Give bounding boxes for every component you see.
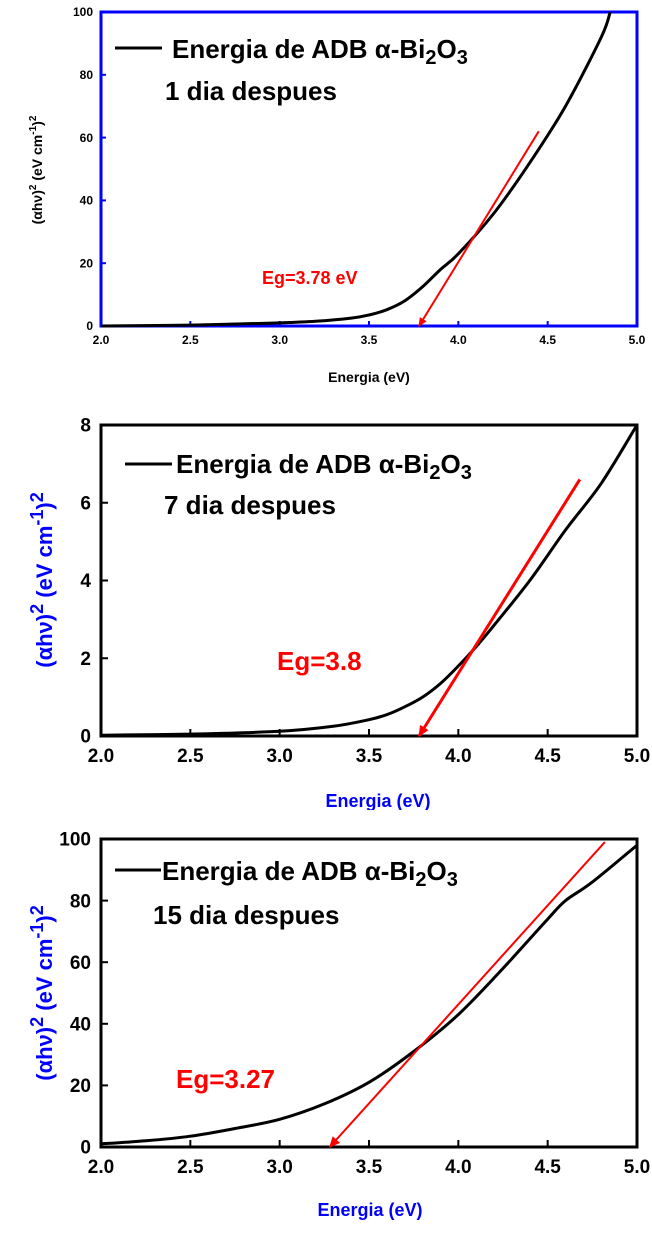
- chart-1-svg: 2.0 2.5 3.0 3.5 4.0 4.5 5.0 0 20 40 60 80 100 Energ…: [28, 5, 646, 385]
- x-tick-label: 2.0: [88, 1157, 114, 1178]
- eg-annotation: Eg=3.78 eV: [262, 268, 358, 288]
- y-axis-label: (αhν)2 (eV cm-1)2: [27, 492, 57, 668]
- series-curve: [100, 11, 612, 328]
- x-axis-label: Energia (eV): [317, 1200, 422, 1220]
- y-tick-label: 0: [86, 319, 93, 333]
- x-axis-label-unit: (eV): [397, 791, 431, 810]
- x-axis-label: Energia (eV): [328, 369, 410, 385]
- x-tick-label: 4.5: [539, 333, 556, 347]
- y-tick-label: 100: [59, 830, 91, 851]
- x-axis-label-main: Energia: [317, 1200, 384, 1220]
- x-tick-label: 5.0: [624, 1157, 650, 1178]
- y-tick-label: 0: [80, 1138, 91, 1159]
- y-tick-label: 100: [73, 5, 93, 19]
- subtitle: 15 dia despues: [153, 900, 339, 930]
- legend-label: Energia de ADB α-Bi2O3: [162, 856, 458, 891]
- y-tick-label: 60: [70, 953, 91, 974]
- x-tick-label: 2.0: [93, 333, 110, 347]
- x-tick-label: 3.0: [271, 333, 288, 347]
- legend-label: Energia de ADB α-Bi2O3: [176, 449, 472, 484]
- series-curve: [100, 844, 638, 1146]
- y-tick-label: 40: [70, 1014, 91, 1035]
- chart-1: 2.0 2.5 3.0 3.5 4.0 4.5 5.0 0 20 40 60 80 100 Energ…: [0, 0, 652, 400]
- x-tick-label: 4.0: [445, 1157, 471, 1178]
- y-tick-label: 4: [80, 571, 91, 592]
- x-tick-label: 2.0: [88, 746, 114, 767]
- fit-line: [328, 841, 606, 1148]
- x-tick-label: 3.5: [361, 333, 378, 347]
- y-tick-label: 80: [80, 68, 94, 82]
- x-tick-label: 4.5: [534, 1157, 561, 1178]
- subtitle: 1 dia despues: [165, 76, 337, 106]
- x-tick-label: 3.5: [356, 1157, 383, 1178]
- y-tick-label: 40: [80, 194, 94, 208]
- x-tick-label: 3.0: [266, 746, 292, 767]
- fit-line: [417, 478, 582, 737]
- x-tick-label: 2.5: [182, 333, 199, 347]
- x-tick-label: 2.5: [177, 1157, 204, 1178]
- y-tick-label: 0: [80, 727, 91, 748]
- chart-3: 2.0 2.5 3.0 3.5 4.0 4.5 5.0 0 20 40 60 80 100 Energ…: [0, 810, 652, 1234]
- x-tick-label: 4.0: [445, 746, 471, 767]
- y-axis-label: (αhν)2 (eV cm-1)2: [27, 905, 57, 1081]
- y-tick-label: 80: [70, 891, 91, 912]
- y-tick-label: 6: [80, 493, 91, 514]
- eg-annotation: Eg=3.8: [277, 646, 362, 676]
- x-tick-label: 2.5: [177, 746, 204, 767]
- y-tick-label: 20: [70, 1076, 91, 1097]
- y-axis-label: (αhν)2 (eV cm-1)2: [28, 115, 45, 224]
- fit-line: [418, 130, 540, 327]
- x-tick-label: 5.0: [624, 746, 650, 767]
- x-tick-label: 5.0: [629, 333, 646, 347]
- x-axis-label: Energia (eV): [325, 791, 430, 810]
- subtitle: 7 dia despues: [164, 490, 336, 520]
- chart-2: 2.0 2.5 3.0 3.5 4.0 4.5 5.0 0 2 4 6 8 Energia de A…: [0, 400, 652, 811]
- x-axis-label-main: Energia: [325, 791, 392, 810]
- chart-3-svg: 2.0 2.5 3.0 3.5 4.0 4.5 5.0 0 20 40 60 80 100 Energ…: [27, 830, 650, 1220]
- x-tick-label: 4.0: [450, 333, 467, 347]
- legend-label: Energia de ADB α-Bi2O3: [172, 34, 468, 69]
- y-tick-label: 20: [80, 256, 94, 270]
- legend-alpha: α: [375, 34, 391, 64]
- x-axis-label-unit: (eV): [389, 1200, 423, 1220]
- y-tick-label: 60: [80, 131, 94, 145]
- y-tick-label: 8: [80, 416, 91, 437]
- eg-annotation: Eg=3.27: [176, 1064, 275, 1094]
- y-tick-label: 2: [80, 649, 91, 670]
- series-curve: [100, 424, 639, 737]
- chart-2-svg: 2.0 2.5 3.0 3.5 4.0 4.5 5.0 0 2 4 6 8 Energia de A…: [27, 416, 650, 811]
- x-tick-label: 4.5: [534, 746, 561, 767]
- x-tick-label: 3.0: [266, 1157, 292, 1178]
- x-tick-label: 3.5: [356, 746, 383, 767]
